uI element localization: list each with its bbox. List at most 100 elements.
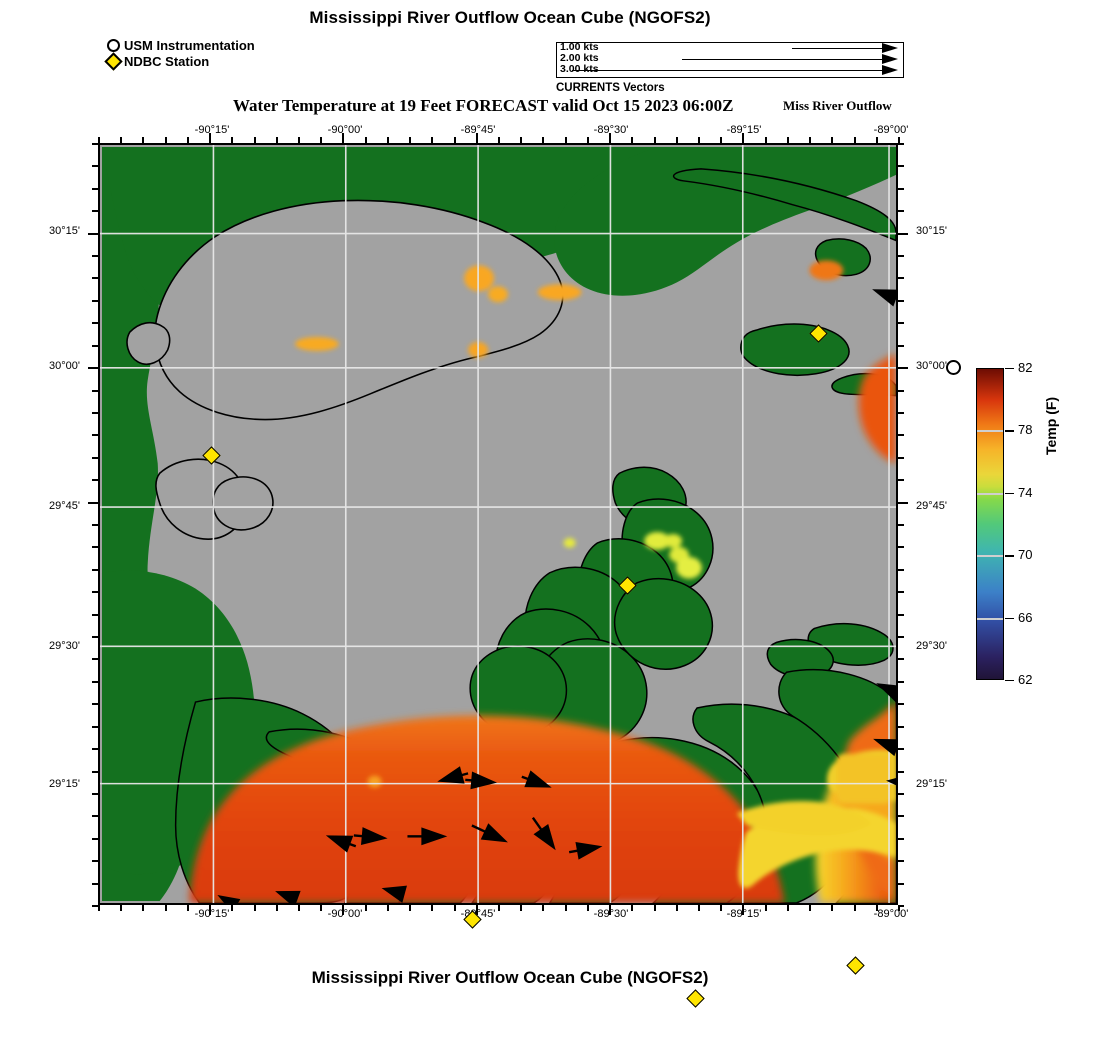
currents-legend-arrowhead-2 (882, 54, 898, 64)
axis-tick (476, 905, 478, 915)
diamond-marker-icon (201, 445, 221, 465)
axis-tick (454, 905, 456, 911)
axis-tick (120, 137, 122, 143)
axis-tick (609, 905, 611, 915)
axis-tick (898, 255, 904, 257)
axis-tick (765, 137, 767, 143)
currents-legend-arrowhead-3 (882, 65, 898, 75)
axis-tick (298, 137, 300, 143)
colorbar-inner-tick (977, 617, 1003, 620)
axis-tick (498, 905, 500, 911)
axis-tick (92, 703, 98, 705)
colorbar-tick-label: 70 (1018, 547, 1033, 563)
currents-legend-row-3: 3.00 kts (557, 63, 903, 76)
axis-tick (898, 793, 904, 795)
ndbc-station-marker[interactable] (462, 909, 482, 929)
currents-legend-label-3: 3.00 kts (560, 63, 599, 75)
map-raster (100, 145, 896, 903)
axis-tick (676, 137, 678, 143)
diamond-marker-icon (104, 51, 123, 71)
axis-tick (765, 905, 767, 911)
axis-tick-label: 29°15' (49, 778, 80, 790)
colorbar-inner-tick (977, 555, 1003, 558)
axis-tick (231, 137, 233, 143)
axis-tick (187, 137, 189, 143)
axis-tick (631, 137, 633, 143)
axis-tick (898, 703, 904, 705)
station-legend: USM Instrumentation NDBC Station (104, 37, 255, 71)
currents-legend-shaft-3 (572, 70, 882, 72)
colorbar-tick (1005, 492, 1014, 495)
ndbc-station-marker[interactable] (808, 323, 828, 343)
legend-label-ndbc: NDBC Station (124, 53, 210, 69)
map-plot-area[interactable] (98, 143, 898, 905)
ndbc-station-marker[interactable] (617, 575, 637, 595)
axis-tick (476, 133, 478, 143)
axis-tick (498, 137, 500, 143)
axis-tick-label: -90°15' (194, 124, 230, 136)
axis-tick (231, 905, 233, 911)
axis-tick (898, 614, 904, 616)
axis-tick (88, 502, 98, 504)
usm-station-marker[interactable] (945, 359, 961, 375)
axis-tick (831, 905, 833, 911)
axis-tick (92, 726, 98, 728)
axis-tick (92, 524, 98, 526)
axis-tick (898, 569, 904, 571)
axis-tick (520, 137, 522, 143)
axis-tick (92, 322, 98, 324)
axis-tick (898, 277, 904, 279)
axis-tick (898, 412, 904, 414)
circle-marker-icon (107, 38, 120, 52)
axis-tick (92, 255, 98, 257)
axis-tick (698, 905, 700, 911)
axis-tick (898, 457, 904, 459)
axis-tick (365, 905, 367, 911)
axis-tick (854, 905, 856, 911)
axis-tick (320, 905, 322, 911)
colorbar: 62 66 70 74 78 82 (976, 360, 1032, 687)
axis-tick (587, 905, 589, 911)
axis-tick (409, 905, 411, 911)
currents-legend-shaft-1 (792, 48, 882, 50)
axis-tick (88, 233, 98, 235)
axis-tick (809, 137, 811, 143)
axis-tick (92, 658, 98, 660)
axis-tick (742, 133, 744, 143)
axis-tick (898, 502, 908, 504)
axis-tick (898, 860, 904, 862)
colorbar-inner-tick (977, 430, 1003, 433)
ndbc-station-marker[interactable] (201, 445, 221, 465)
axis-tick (898, 322, 904, 324)
axis-tick (898, 546, 904, 548)
chandeleur-channel-temp (644, 531, 702, 579)
axis-tick (92, 412, 98, 414)
axis-tick (898, 390, 904, 392)
axis-tick-label: 29°30' (916, 640, 947, 652)
axis-tick (520, 905, 522, 911)
axis-tick-label: 29°30' (49, 640, 80, 652)
colorbar-tick-label: 78 (1018, 422, 1033, 438)
axis-tick (542, 137, 544, 143)
axis-tick (898, 434, 904, 436)
axis-tick-label: -89°45' (460, 124, 496, 136)
axis-tick (92, 143, 98, 145)
axis-tick (742, 905, 744, 915)
currents-legend-row-2: 2.00 kts (557, 53, 903, 65)
ndbc-station-marker[interactable] (685, 988, 705, 1008)
currents-vector-legend: 1.00 kts 2.00 kts 3.00 kts (556, 42, 904, 78)
axis-tick (165, 137, 167, 143)
colorbar-tick-label: 66 (1018, 609, 1033, 625)
axis-tick (431, 137, 433, 143)
axis-tick (898, 300, 904, 302)
colorbar-inner-tick (977, 492, 1003, 495)
colorbar-tick-label: 62 (1018, 672, 1033, 687)
axis-tick (387, 137, 389, 143)
axis-tick (898, 905, 900, 911)
axis-tick (565, 905, 567, 911)
axis-tick (720, 905, 722, 911)
axis-tick (831, 137, 833, 143)
axis-tick (898, 143, 904, 145)
diamond-marker-icon (685, 988, 705, 1008)
axis-tick-label: -89°30' (593, 124, 629, 136)
